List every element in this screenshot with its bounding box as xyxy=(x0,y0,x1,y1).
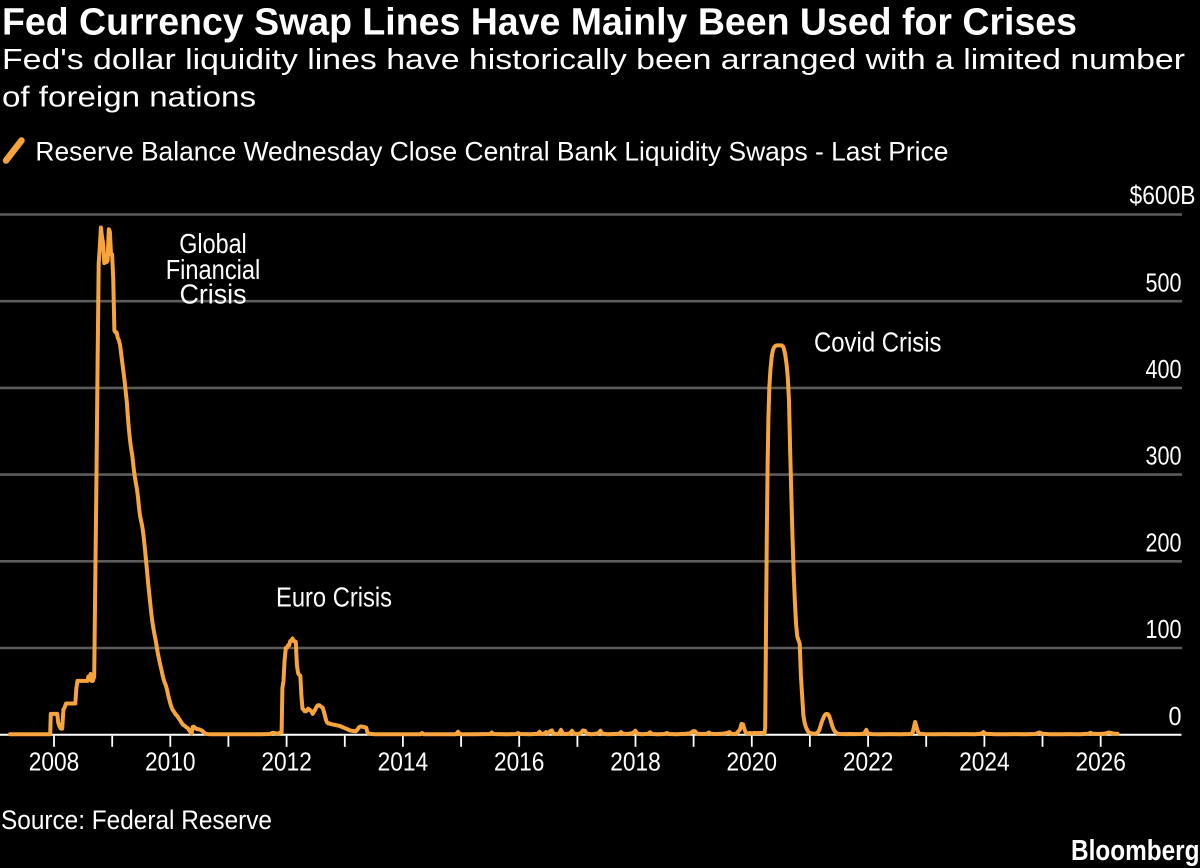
svg-text:2008: 2008 xyxy=(29,746,80,776)
svg-text:Financial: Financial xyxy=(166,254,261,285)
svg-text:200: 200 xyxy=(1146,527,1182,557)
svg-text:Covid Crisis: Covid Crisis xyxy=(814,326,942,357)
svg-text:Euro Crisis: Euro Crisis xyxy=(276,581,392,612)
svg-text:Crisis: Crisis xyxy=(179,278,246,309)
svg-text:2024: 2024 xyxy=(959,746,1010,776)
svg-text:2012: 2012 xyxy=(261,746,312,776)
svg-text:Fed's dollar liquidity lines h: Fed's dollar liquidity lines have histor… xyxy=(2,44,1185,76)
svg-text:2026: 2026 xyxy=(1075,746,1126,776)
svg-text:Fed Currency Swap Lines Have M: Fed Currency Swap Lines Have Mainly Been… xyxy=(2,2,1077,44)
svg-text:100: 100 xyxy=(1146,614,1182,644)
svg-text:2018: 2018 xyxy=(610,746,661,776)
svg-text:Global: Global xyxy=(179,228,247,259)
svg-text:Reserve Balance Wednesday Clos: Reserve Balance Wednesday Close Central … xyxy=(35,136,948,166)
svg-text:400: 400 xyxy=(1146,354,1182,384)
svg-text:2016: 2016 xyxy=(494,746,545,776)
svg-text:300: 300 xyxy=(1146,441,1182,471)
svg-text:2022: 2022 xyxy=(843,746,894,776)
svg-text:2020: 2020 xyxy=(727,746,778,776)
svg-text:Bloomberg: Bloomberg xyxy=(1071,835,1200,867)
svg-text:of foreign nations: of foreign nations xyxy=(2,81,256,113)
svg-text:2014: 2014 xyxy=(378,746,429,776)
svg-text:Source: Federal Reserve: Source: Federal Reserve xyxy=(1,805,272,835)
svg-text:500: 500 xyxy=(1146,267,1182,297)
svg-text:2010: 2010 xyxy=(145,746,196,776)
svg-text:$600B: $600B xyxy=(1130,180,1196,210)
svg-text:0: 0 xyxy=(1169,701,1182,731)
